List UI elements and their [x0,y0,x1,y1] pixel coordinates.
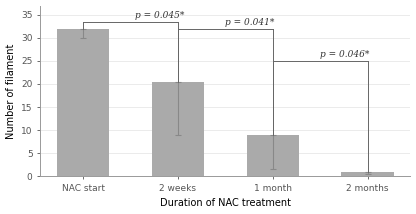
Y-axis label: Number of filament: Number of filament [5,43,15,139]
Text: p = 0.041*: p = 0.041* [225,18,275,27]
Bar [57,29,109,176]
Bar [152,82,204,176]
Bar [342,172,394,176]
X-axis label: Duration of NAC treatment: Duration of NAC treatment [160,198,291,208]
Text: p = 0.045*: p = 0.045* [135,11,185,20]
Text: p = 0.046*: p = 0.046* [320,50,369,59]
Bar [247,135,299,176]
